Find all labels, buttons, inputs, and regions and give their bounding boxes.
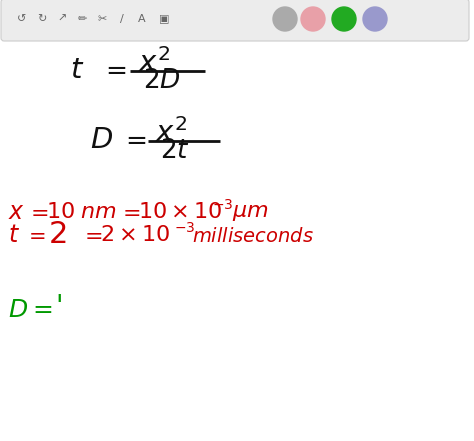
Text: $=$: $=$ <box>80 226 102 246</box>
Text: $2t$: $2t$ <box>160 140 190 164</box>
Text: $2\times10$: $2\times10$ <box>100 226 170 246</box>
Circle shape <box>332 7 356 31</box>
Text: $=$: $=$ <box>118 203 141 223</box>
Text: ▣: ▣ <box>159 14 169 24</box>
Circle shape <box>363 7 387 31</box>
Text: $=$: $=$ <box>120 129 146 153</box>
Text: $D=$: $D=$ <box>8 300 52 322</box>
Text: ↻: ↻ <box>37 14 46 24</box>
Text: $=$: $=$ <box>26 203 48 223</box>
Text: A: A <box>138 14 146 24</box>
Text: $10\;nm$: $10\;nm$ <box>46 203 117 223</box>
Text: $t$: $t$ <box>8 225 20 247</box>
Text: $=$: $=$ <box>24 226 46 246</box>
Text: $milliseconds$: $milliseconds$ <box>192 227 314 246</box>
Text: $D$: $D$ <box>90 128 113 154</box>
Circle shape <box>301 7 325 31</box>
Text: $t$: $t$ <box>70 58 84 84</box>
Text: $x$: $x$ <box>8 202 25 224</box>
Text: $2D$: $2D$ <box>143 70 181 94</box>
Text: $x^2$: $x^2$ <box>138 48 170 78</box>
Text: ✏: ✏ <box>77 14 87 24</box>
Text: $-3$: $-3$ <box>174 221 195 235</box>
Text: $-3$: $-3$ <box>212 198 233 212</box>
Text: ↺: ↺ <box>18 14 27 24</box>
Text: $=$: $=$ <box>100 59 127 83</box>
Text: $\mu m$: $\mu m$ <box>232 203 269 223</box>
Text: $2$: $2$ <box>48 222 66 250</box>
Text: $x^2$: $x^2$ <box>155 118 187 148</box>
Text: ↗: ↗ <box>57 14 67 24</box>
Circle shape <box>273 7 297 31</box>
Text: $10\times10$: $10\times10$ <box>138 203 222 223</box>
Text: ': ' <box>55 293 63 321</box>
Text: /: / <box>120 14 124 24</box>
Text: ✂: ✂ <box>97 14 107 24</box>
FancyBboxPatch shape <box>1 0 469 41</box>
